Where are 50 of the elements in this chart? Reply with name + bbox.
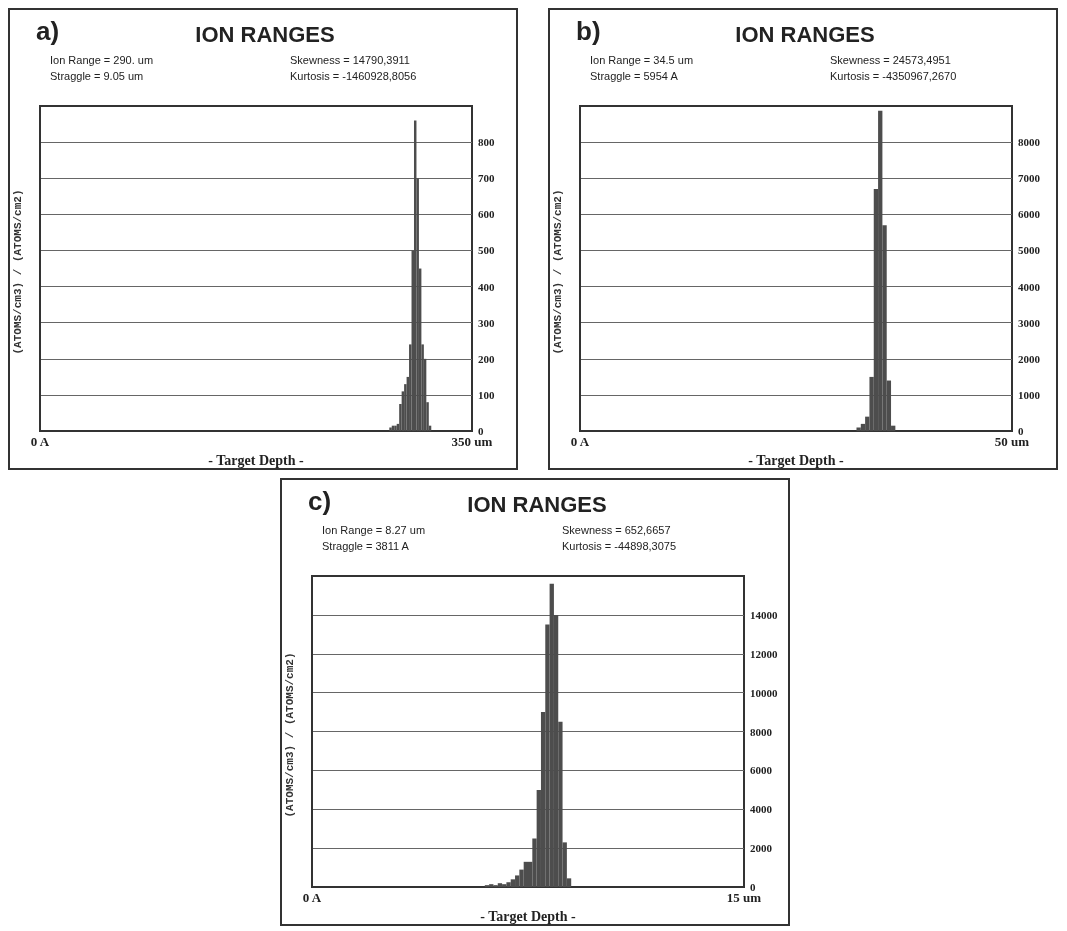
chart-title: ION RANGES (195, 21, 335, 47)
x-tick-label: 0 A (30, 434, 50, 450)
y-tick-label: 100 (478, 388, 495, 401)
text: b) (576, 16, 601, 46)
y-axis-title: (ATOMS/cm3) / (ATOMS/cm2) (284, 652, 296, 818)
chart-title: ION RANGES (735, 21, 875, 47)
y-tick-label: 1000 (1018, 388, 1041, 401)
y-tick-label: 700 (478, 172, 495, 185)
y-tick-label: 500 (478, 244, 495, 257)
x-axis-title: - Target Depth - (748, 452, 844, 468)
text: Skewness = 24573,4951 (830, 53, 951, 66)
y-tick-label: 800 (478, 136, 495, 149)
x-tick-label: 0 A (570, 434, 590, 450)
text: Skewness = 652,6657 (562, 523, 671, 536)
text: Straggle = 3811 A (322, 539, 410, 552)
text: a) (36, 16, 60, 46)
text: Ion Range = 34.5 um (590, 53, 694, 66)
y-tick-label: 600 (478, 208, 495, 221)
x-tick-label: 0 A (302, 890, 322, 906)
chart-title: ION RANGES (467, 491, 607, 517)
text: Skewness = 14790,3911 (290, 53, 410, 66)
y-tick-label: 4000 (1018, 280, 1041, 293)
y-axis-title: (ATOMS/cm3) / (ATOMS/cm2) (12, 189, 24, 355)
y-tick-label: 3000 (1018, 316, 1041, 329)
text: Straggle = 5954 A (590, 69, 679, 82)
text: Ion Range = 8.27 um (322, 523, 426, 536)
y-tick-label: 2000 (1018, 352, 1041, 365)
y-tick-label: 400 (478, 280, 495, 293)
text: Ion Range = 290. um (50, 53, 154, 66)
x-axis-title: - Target Depth - (208, 452, 304, 468)
x-axis-title: - Target Depth - (480, 908, 576, 924)
text: Kurtosis = -1460928,8056 (290, 69, 417, 82)
y-tick-label: 200 (478, 352, 495, 365)
text: c) (308, 486, 332, 516)
y-tick-label: 12000 (750, 647, 778, 660)
y-axis-title: (ATOMS/cm3) / (ATOMS/cm2) (552, 189, 564, 355)
text: Kurtosis = -4350967,2670 (830, 69, 957, 82)
y-tick-label: 10000 (750, 686, 778, 699)
y-tick-label: 8000 (1018, 136, 1041, 149)
y-tick-label: 6000 (1018, 208, 1041, 221)
y-tick-label: 7000 (1018, 172, 1041, 185)
y-tick-label: 300 (478, 316, 495, 329)
text: Kurtosis = -44898,3075 (562, 539, 677, 552)
y-tick-label: 4000 (750, 803, 773, 816)
y-tick-label: 5000 (1018, 244, 1041, 257)
y-tick-label: 14000 (750, 608, 778, 621)
y-tick-label: 6000 (750, 764, 773, 777)
y-tick-label: 2000 (750, 842, 773, 855)
y-tick-label: 8000 (750, 725, 773, 738)
text: Straggle = 9.05 um (50, 69, 144, 82)
